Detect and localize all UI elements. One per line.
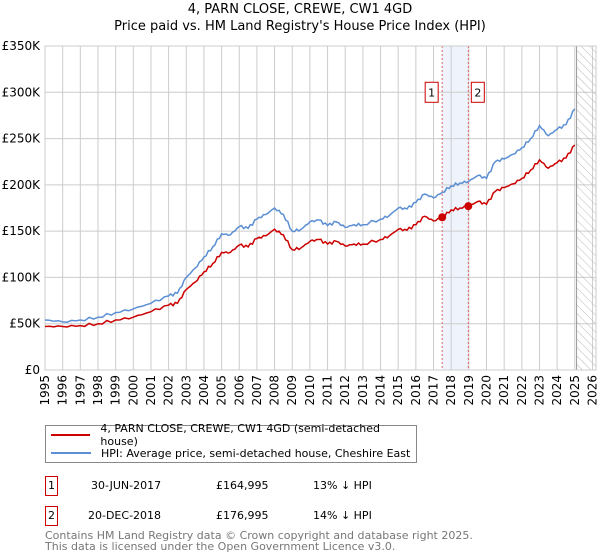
x-tick-label: 2007: [250, 375, 264, 406]
x-tick-label: 2022: [515, 375, 529, 406]
hpi-line: [44, 108, 576, 323]
x-tick-label: 2025: [568, 375, 582, 406]
x-tick-label: 2012: [338, 375, 352, 406]
x-tick-label: 2009: [285, 375, 299, 406]
x-tick-label: 2002: [162, 375, 176, 406]
chart-title-line2: Price paid vs. HM Land Registry's House …: [114, 19, 486, 34]
price-chart: £0 £50K £100K £150K £200K £250K £300K £350K 1995…: [2, 39, 600, 406]
sale-date-1: 30-JUN-2017: [91, 479, 162, 492]
legend-swatch-hpi: [51, 452, 91, 454]
y-tick-label: £200K: [2, 178, 42, 192]
footer-line2: This data is licensed under the Open Gov…: [45, 540, 396, 553]
forecast-hatch: [576, 46, 596, 370]
x-tick-label: 2021: [497, 375, 511, 406]
footer-line1: Contains HM Land Registry data © Crown c…: [45, 529, 473, 542]
sale-point-1: [438, 213, 447, 222]
x-tick-label: 2006: [232, 375, 246, 406]
x-tick-label: 2013: [356, 375, 370, 406]
sale-label-1: 1: [428, 86, 435, 99]
legend-item-hpi: HPI: Average price, semi-detached house,…: [51, 445, 410, 461]
price-line: [44, 144, 576, 328]
chart-title-line1: 4, PARN CLOSE, CREWE, CW1 4GD: [187, 2, 413, 17]
x-tick-label: 2014: [374, 375, 388, 406]
x-tick-label: 2008: [268, 375, 282, 406]
sale-label-box-1: [424, 81, 439, 103]
x-tick-label: 2020: [480, 375, 494, 406]
x-tick-label: 2001: [144, 375, 158, 406]
x-tick-label: 2018: [444, 375, 458, 406]
x-tick-label: 2015: [391, 375, 405, 406]
sale-badge-2: 2: [45, 506, 58, 526]
sale-label-box-2: [470, 81, 485, 103]
sale-price-2: £176,995: [216, 509, 269, 522]
x-tick-label: 2004: [197, 375, 211, 406]
sale-hpi-2: 14% ↓ HPI: [313, 509, 372, 522]
sale-row-1: 1 30-JUN-2017 £164,995 13% ↓ HPI: [45, 476, 445, 496]
y-tick-label: £0: [25, 363, 40, 377]
x-tick-label: 1996: [56, 375, 70, 406]
sale-row-2: 2 20-DEC-2018 £176,995 14% ↓ HPI: [45, 506, 445, 526]
y-tick-label: £350K: [2, 39, 42, 53]
x-tick-label: 2026: [585, 375, 599, 406]
legend-label-price: 4, PARN CLOSE, CREWE, CW1 4GD (semi-deta…: [100, 422, 380, 448]
sale-badge-1: 1: [45, 476, 58, 496]
sale-price-1: £164,995: [216, 479, 269, 492]
x-tick-label: 2024: [550, 375, 564, 406]
legend: 4, PARN CLOSE, CREWE, CW1 4GD (semi-deta…: [45, 422, 417, 463]
y-tick-label: £50K: [9, 317, 41, 331]
y-tick-label: £250K: [2, 132, 42, 146]
legend-item-price: 4, PARN CLOSE, CREWE, CW1 4GD (semi-deta…: [51, 422, 416, 448]
x-tick-label: 2023: [532, 375, 546, 406]
x-tick-label: 2000: [126, 375, 140, 406]
footer: Contains HM Land Registry data © Crown c…: [45, 530, 473, 552]
x-tick-label: 2010: [303, 375, 317, 406]
sale-hpi-1: 13% ↓ HPI: [313, 479, 372, 492]
x-tick-label: 2019: [462, 375, 476, 406]
x-tick-label: 2005: [215, 375, 229, 406]
x-tick-label: 1999: [109, 375, 123, 406]
x-tick-label: 2016: [409, 375, 423, 406]
x-tick-label: 1998: [91, 375, 105, 406]
x-tick-label: 2003: [179, 375, 193, 406]
x-tick-label: 2017: [427, 375, 441, 406]
x-tick-label: 2011: [321, 375, 335, 406]
plot-frame: [44, 45, 597, 371]
sale-date-2: 20-DEC-2018: [88, 509, 162, 522]
sale-label-2: 2: [474, 86, 481, 99]
legend-swatch-price: [51, 434, 91, 436]
y-tick-label: £150K: [2, 224, 42, 238]
y-tick-label: £300K: [2, 85, 42, 99]
x-tick-label: 1995: [38, 375, 52, 406]
y-tick-label: £100K: [2, 270, 42, 284]
sale-point-2: [464, 202, 473, 211]
x-tick-label: 1997: [73, 375, 87, 406]
legend-label-hpi: HPI: Average price, semi-detached house,…: [101, 446, 411, 460]
